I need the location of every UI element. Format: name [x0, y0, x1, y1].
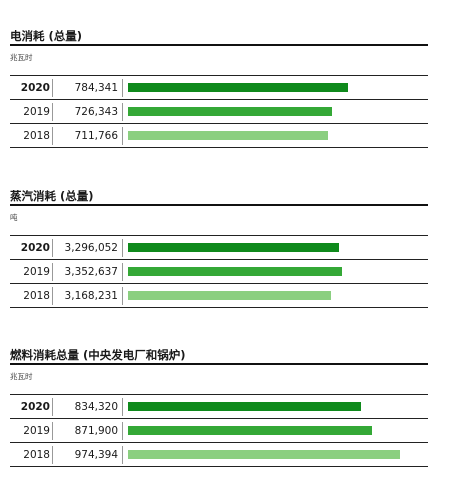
bar: [128, 402, 361, 411]
column-divider: [122, 263, 123, 281]
bar: [128, 267, 342, 276]
year-label: 2019: [23, 106, 50, 118]
year-label: 2019: [23, 266, 50, 278]
table-row: 2018 3,168,231: [10, 284, 428, 308]
column-divider: [52, 398, 53, 416]
bar: [128, 291, 331, 300]
row-rule: [10, 259, 428, 260]
year-label: 2018: [23, 290, 50, 302]
column-divider: [122, 239, 123, 257]
column-divider: [52, 127, 53, 145]
unit-label: 吨: [10, 213, 18, 222]
bar: [128, 131, 328, 140]
bar: [128, 426, 372, 435]
column-divider: [122, 79, 123, 97]
table-row: 2019 871,900: [10, 419, 428, 443]
table-top-rule: [10, 75, 428, 76]
column-divider: [122, 422, 123, 440]
row-rule: [10, 466, 428, 467]
chart-section-1: 电消耗 (总量) 兆瓦时 2020 784,341 2019 726,343 2018 711…: [10, 28, 428, 153]
table-row: 2020 834,320: [10, 395, 428, 419]
column-divider: [122, 446, 123, 464]
chart-title: 电消耗 (总量): [10, 29, 83, 43]
bar: [128, 450, 400, 459]
value-label: 871,900: [74, 425, 118, 437]
column-divider: [122, 287, 123, 305]
table-row: 2020 784,341: [10, 76, 428, 100]
bar: [128, 107, 332, 116]
table-top-rule: [10, 235, 428, 236]
column-divider: [52, 263, 53, 281]
year-label: 2020: [20, 242, 50, 254]
bar: [128, 83, 348, 92]
value-label: 711,766: [74, 130, 118, 142]
row-rule: [10, 418, 428, 419]
unit-label: 兆瓦时: [10, 53, 33, 62]
column-divider: [52, 239, 53, 257]
value-label: 974,394: [74, 449, 118, 461]
row-rule: [10, 99, 428, 100]
table-row: 2018 974,394: [10, 443, 428, 467]
table-row: 2020 3,296,052: [10, 236, 428, 260]
value-label: 3,296,052: [64, 242, 118, 254]
year-label: 2020: [20, 401, 50, 413]
table-row: 2019 726,343: [10, 100, 428, 124]
value-label: 726,343: [74, 106, 118, 118]
table-row: 2019 3,352,637: [10, 260, 428, 284]
table-top-rule: [10, 394, 428, 395]
title-rule: [10, 44, 428, 46]
chart-title: 蒸汽消耗 (总量): [10, 189, 94, 203]
row-rule: [10, 307, 428, 308]
unit-label: 兆瓦时: [10, 372, 33, 381]
value-label: 3,168,231: [64, 290, 118, 302]
column-divider: [52, 79, 53, 97]
table-row: 2018 711,766: [10, 124, 428, 148]
year-label: 2018: [23, 449, 50, 461]
bar: [128, 243, 339, 252]
year-label: 2020: [20, 82, 50, 94]
value-label: 3,352,637: [64, 266, 118, 278]
row-rule: [10, 442, 428, 443]
column-divider: [122, 127, 123, 145]
column-divider: [52, 446, 53, 464]
year-label: 2019: [23, 425, 50, 437]
value-label: 784,341: [74, 82, 118, 94]
chart-section-3: 燃料消耗总量 (中央发电厂和锅炉) 兆瓦时 2020 834,320 2019 871,9…: [10, 347, 428, 472]
column-divider: [52, 103, 53, 121]
row-rule: [10, 147, 428, 148]
column-divider: [52, 287, 53, 305]
row-rule: [10, 283, 428, 284]
column-divider: [122, 398, 123, 416]
column-divider: [122, 103, 123, 121]
year-label: 2018: [23, 130, 50, 142]
column-divider: [52, 422, 53, 440]
chart-section-2: 蒸汽消耗 (总量) 吨 2020 3,296,052 2019 3,352,637 2018…: [10, 188, 428, 313]
value-label: 834,320: [74, 401, 118, 413]
row-rule: [10, 123, 428, 124]
title-rule: [10, 363, 428, 365]
chart-title: 燃料消耗总量 (中央发电厂和锅炉): [10, 348, 186, 362]
title-rule: [10, 204, 428, 206]
